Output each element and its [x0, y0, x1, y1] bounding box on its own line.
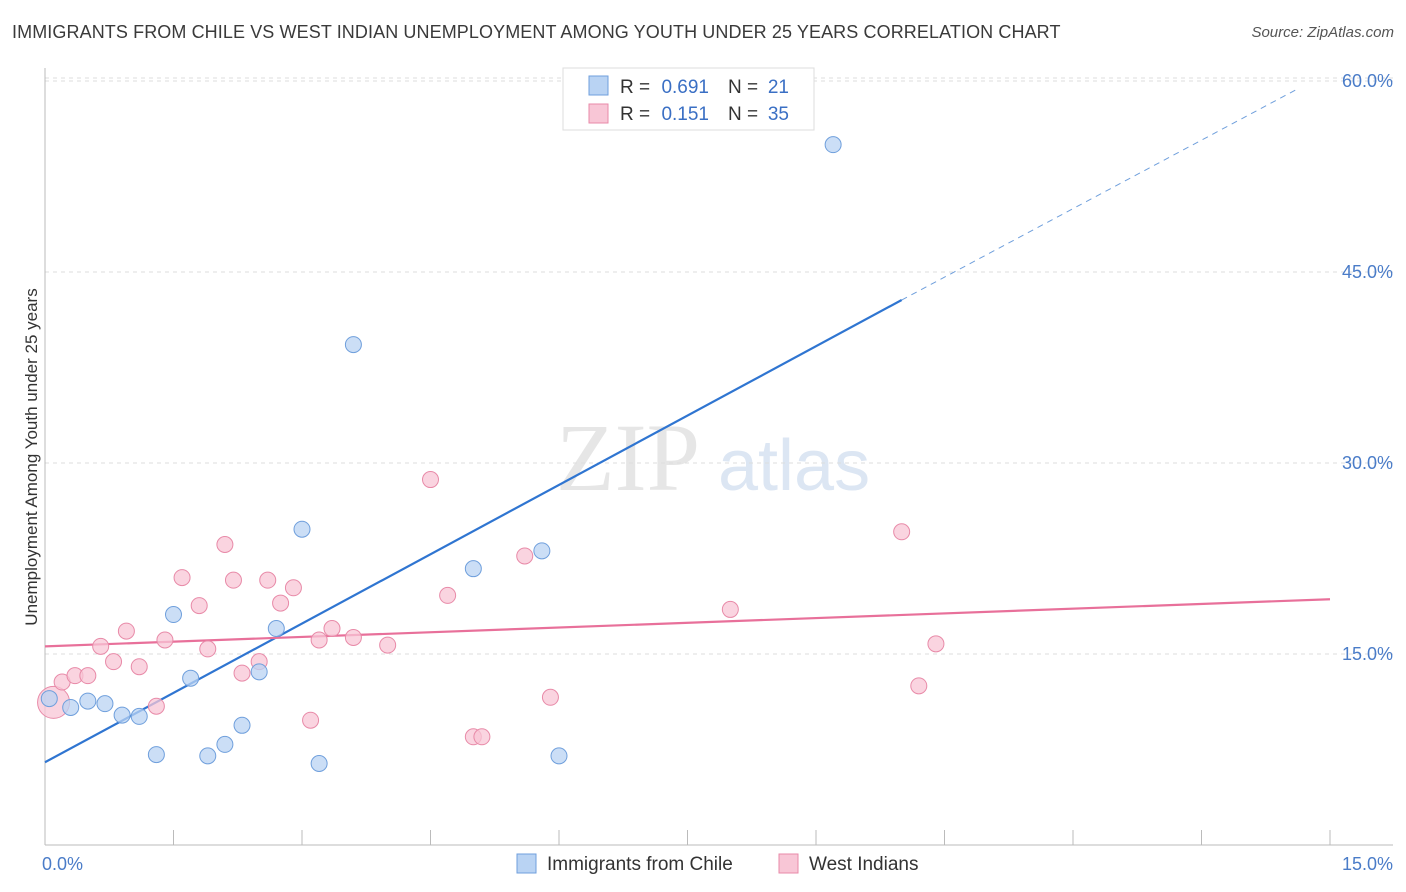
data-point-west-indians [516, 547, 534, 565]
data-point-chile [233, 716, 251, 734]
data-point-chile [96, 695, 114, 713]
y-tick-label: 15.0% [1342, 644, 1393, 664]
data-point-west-indians [310, 631, 328, 649]
data-point-west-indians [893, 523, 911, 541]
data-point-west-indians [927, 635, 945, 653]
data-point-chile [113, 706, 131, 724]
data-point-chile [199, 747, 217, 765]
data-point-chile [79, 692, 97, 710]
data-point-west-indians [439, 586, 457, 604]
watermark-atlas: atlas [718, 426, 870, 506]
legend-n-value-west-indians: 35 [768, 104, 789, 125]
data-point-west-indians [105, 653, 123, 671]
data-point-west-indians [910, 677, 928, 695]
data-point-west-indians [130, 658, 148, 676]
legend-n-label-chile: N = [728, 77, 758, 98]
series-legend-swatch-west-indians [778, 853, 799, 874]
y-tick-labels: 15.0% 30.0% 45.0% 60.0% [1342, 71, 1393, 664]
data-point-west-indians [473, 728, 491, 746]
data-point-west-indians [117, 622, 135, 640]
data-point-west-indians [156, 631, 174, 649]
legend-swatch-chile [588, 75, 609, 96]
data-point-chile [310, 755, 328, 773]
data-point-chile [293, 520, 311, 538]
data-point-west-indians [379, 636, 397, 654]
trendline-chile-extension [901, 89, 1296, 301]
data-point-chile [824, 136, 842, 154]
data-point-west-indians [173, 569, 191, 587]
x-tick-label-max: 15.0% [1342, 854, 1393, 874]
data-point-west-indians [284, 579, 302, 597]
data-point-west-indians [216, 535, 234, 553]
y-axis-title: Unemployment Among Youth under 25 years [22, 288, 41, 625]
data-point-chile [550, 747, 568, 765]
data-point-chile [130, 707, 148, 725]
legend-n-value-chile: 21 [768, 77, 789, 98]
y-tick-label: 30.0% [1342, 453, 1393, 473]
data-points [37, 136, 945, 773]
data-point-west-indians [224, 571, 242, 589]
data-point-chile [464, 560, 482, 578]
data-point-chile [147, 746, 165, 764]
trendline-west-indians [44, 598, 1331, 648]
series-legend-label-west-indians: West Indians [809, 854, 918, 875]
data-point-west-indians [233, 664, 251, 682]
chart-title: IMMIGRANTS FROM CHILE VS WEST INDIAN UNE… [12, 22, 1061, 42]
series-legend-label-chile: Immigrants from Chile [547, 854, 733, 875]
legend-n-label-west-indians: N = [728, 104, 758, 125]
data-point-west-indians [422, 471, 439, 489]
legend-r-value-west-indians: 0.151 [661, 104, 709, 125]
data-point-west-indians [302, 711, 320, 729]
data-point-west-indians [541, 688, 559, 706]
legend-swatch-west-indians [588, 103, 609, 124]
data-point-chile [40, 690, 58, 708]
data-point-chile [62, 698, 80, 716]
legend-r-label-chile: R = [620, 77, 650, 98]
data-point-west-indians [199, 640, 217, 658]
data-point-chile [533, 542, 551, 560]
stats-legend: R = 0.691 N = 21 R = 0.151 N = 35 [562, 67, 815, 131]
series-legend: Immigrants from Chile West Indians [516, 853, 918, 875]
legend-r-label-west-indians: R = [620, 104, 650, 125]
data-point-west-indians [721, 600, 739, 618]
data-point-west-indians [323, 620, 341, 638]
data-point-chile [216, 735, 234, 753]
data-point-west-indians [147, 697, 165, 715]
y-tick-label: 60.0% [1342, 71, 1393, 91]
watermark: ZIP atlas [556, 404, 870, 511]
data-point-chile [267, 620, 285, 638]
x-tick-label-min: 0.0% [42, 854, 83, 874]
data-point-west-indians [190, 597, 208, 615]
data-point-chile [165, 606, 182, 624]
data-point-west-indians [344, 628, 362, 646]
x-axis-ticks [44, 830, 1331, 845]
legend-r-value-chile: 0.691 [661, 77, 709, 98]
data-point-chile [182, 669, 200, 687]
data-point-west-indians [272, 594, 290, 612]
y-tick-label: 45.0% [1342, 262, 1393, 282]
trendline-chile [44, 299, 903, 764]
source-note: Source: ZipAtlas.com [1251, 24, 1394, 41]
data-point-chile [344, 336, 362, 354]
data-point-west-indians [259, 571, 277, 589]
data-point-chile [250, 663, 268, 681]
series-legend-swatch-chile [516, 853, 537, 874]
data-point-west-indians [92, 637, 110, 655]
data-point-west-indians [79, 667, 97, 685]
gridlines [45, 77, 1393, 655]
